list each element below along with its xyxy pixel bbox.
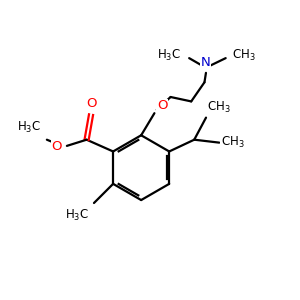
Text: O: O: [52, 140, 62, 153]
Text: H$_3$C: H$_3$C: [17, 120, 41, 135]
Text: CH$_3$: CH$_3$: [221, 135, 244, 150]
Text: N: N: [201, 56, 211, 69]
Text: H$_3$C: H$_3$C: [157, 48, 181, 63]
Text: H$_3$C: H$_3$C: [65, 208, 90, 224]
Text: O: O: [86, 97, 97, 110]
Text: CH$_3$: CH$_3$: [232, 48, 256, 63]
Text: CH$_3$: CH$_3$: [208, 100, 231, 115]
Text: O: O: [157, 99, 167, 112]
